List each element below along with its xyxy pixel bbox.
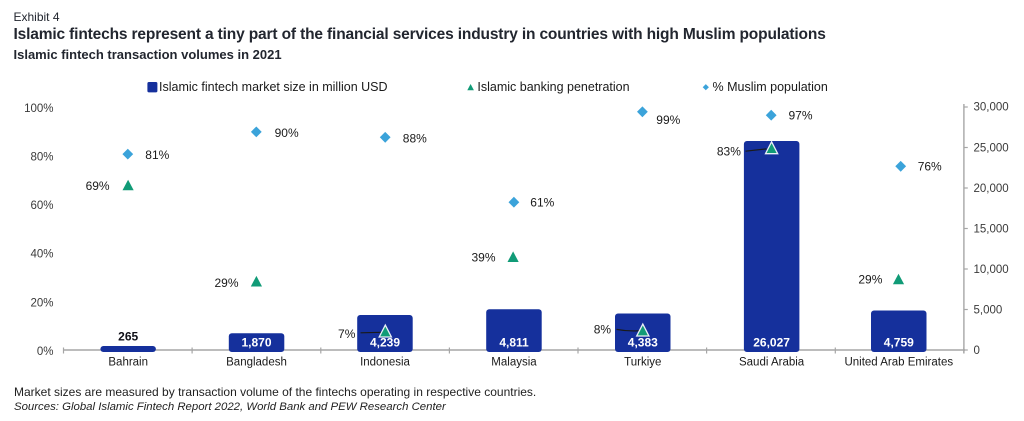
svg-text:5,000: 5,000 bbox=[974, 305, 1003, 317]
svg-text:10,000: 10,000 bbox=[974, 264, 1009, 276]
svg-text:60%: 60% bbox=[30, 200, 53, 212]
svg-text:25,000: 25,000 bbox=[974, 142, 1009, 154]
svg-text:Saudi Arabia: Saudi Arabia bbox=[739, 357, 805, 369]
svg-text:Islamic banking penetration: Islamic banking penetration bbox=[477, 80, 629, 94]
svg-text:100%: 100% bbox=[24, 103, 53, 115]
svg-text:30,000: 30,000 bbox=[974, 102, 1009, 114]
svg-text:26,027: 26,027 bbox=[753, 336, 790, 350]
svg-text:4,759: 4,759 bbox=[884, 336, 914, 350]
svg-text:265: 265 bbox=[118, 330, 138, 344]
svg-text:29%: 29% bbox=[858, 273, 882, 287]
svg-text:% Muslim population: % Muslim population bbox=[713, 80, 828, 94]
svg-text:7%: 7% bbox=[338, 327, 356, 341]
svg-text:Malaysia: Malaysia bbox=[491, 357, 537, 369]
svg-text:Turkiye: Turkiye bbox=[624, 357, 661, 369]
svg-text:40%: 40% bbox=[30, 249, 53, 261]
svg-text:39%: 39% bbox=[471, 250, 495, 264]
svg-text:80%: 80% bbox=[30, 152, 53, 164]
svg-text:29%: 29% bbox=[214, 276, 238, 290]
svg-text:90%: 90% bbox=[275, 126, 299, 140]
svg-text:0%: 0% bbox=[37, 346, 54, 358]
svg-text:0: 0 bbox=[974, 345, 980, 357]
svg-text:Bahrain: Bahrain bbox=[108, 357, 148, 369]
svg-text:Indonesia: Indonesia bbox=[360, 357, 410, 369]
svg-text:4,239: 4,239 bbox=[370, 336, 400, 350]
svg-text:61%: 61% bbox=[530, 195, 554, 209]
svg-text:20%: 20% bbox=[30, 297, 53, 309]
svg-text:4,383: 4,383 bbox=[628, 336, 658, 350]
svg-text:Bangladesh: Bangladesh bbox=[226, 357, 287, 369]
svg-text:88%: 88% bbox=[403, 132, 427, 146]
svg-text:97%: 97% bbox=[789, 109, 813, 123]
svg-text:Islamic fintech market size in: Islamic fintech market size in million U… bbox=[159, 80, 388, 94]
svg-text:8%: 8% bbox=[594, 323, 612, 337]
svg-text:81%: 81% bbox=[145, 148, 169, 162]
svg-text:United Arab Emirates: United Arab Emirates bbox=[844, 357, 953, 369]
svg-text:15,000: 15,000 bbox=[974, 223, 1009, 235]
svg-text:76%: 76% bbox=[918, 159, 942, 173]
svg-text:83%: 83% bbox=[717, 144, 741, 158]
svg-text:69%: 69% bbox=[86, 179, 110, 193]
svg-text:1,870: 1,870 bbox=[241, 336, 271, 350]
svg-text:99%: 99% bbox=[656, 113, 680, 127]
svg-text:4,811: 4,811 bbox=[499, 336, 529, 350]
svg-text:20,000: 20,000 bbox=[974, 183, 1009, 195]
